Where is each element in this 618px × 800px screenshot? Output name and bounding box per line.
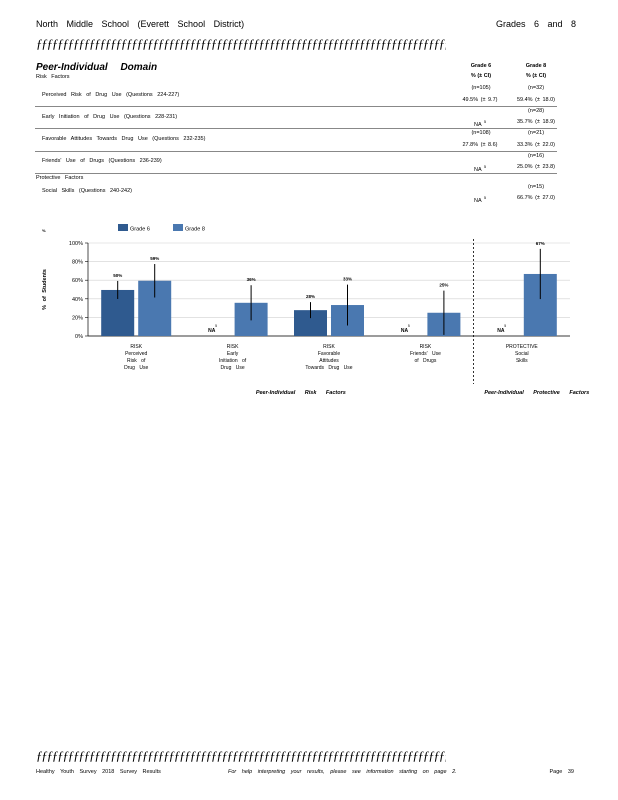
x-tick-label: RISK <box>227 344 239 350</box>
footer-help: For help interpreting your results, plea… <box>228 769 457 775</box>
x-tick-label: Friends' Use <box>410 351 441 357</box>
col-grade8: Grade 8 <box>525 63 547 69</box>
row-value: NA 5 <box>474 195 487 204</box>
risk-factors-label: Risk Factors <box>36 74 70 80</box>
x-tick-label: Perceived <box>125 351 147 357</box>
data-label: 33% <box>343 277 352 282</box>
x-tick-label: of Drugs <box>414 358 436 364</box>
col-grade6-sub: % (± CI) <box>470 73 492 79</box>
x-tick-label: Social <box>515 351 529 357</box>
group-label-protective: Peer-Individual Protective Factors <box>484 390 589 396</box>
row-n: (n=108) <box>471 130 491 136</box>
x-tick-label: Drug Use <box>221 365 245 371</box>
x-tick-label: RISK <box>130 344 142 350</box>
row-value: 27.8% (± 8.6) <box>462 142 498 148</box>
row-value: 49.5% (± 9.7) <box>462 97 498 103</box>
row-value: NA 5 <box>474 119 487 128</box>
legend-swatch <box>173 224 183 231</box>
y-axis-label: % of Students <box>42 269 48 310</box>
x-tick-label: PROTECTIVE <box>506 344 539 350</box>
na-footnote: 5 <box>215 324 217 328</box>
data-label: 50% <box>113 273 122 278</box>
legend-label: Grade 6 <box>130 227 150 233</box>
row-n: (n=28) <box>527 108 545 114</box>
data-label: 25% <box>439 283 448 288</box>
footer-rule: ƒƒƒƒƒƒƒƒƒƒƒƒƒƒƒƒƒƒƒƒƒƒƒƒƒƒƒƒƒƒƒƒƒƒƒƒƒƒƒƒ… <box>36 748 446 763</box>
data-label: 59% <box>150 256 159 261</box>
row-n: (n=16) <box>527 153 545 159</box>
row-n: (n=105) <box>471 85 491 91</box>
data-label: 28% <box>306 294 315 299</box>
na-label: NA <box>401 328 409 334</box>
y-tick-label: 20% <box>72 315 83 321</box>
x-tick-label: RISK <box>323 344 335 350</box>
row-label: Friends' Use of Drugs (Questions 236-239… <box>42 158 162 164</box>
x-tick-label: Attitudes <box>319 358 339 364</box>
group-label-risk: Peer-Individual Risk Factors <box>256 390 346 396</box>
row-n: (n=15) <box>527 184 545 190</box>
x-tick-label: Favorable <box>318 351 340 357</box>
y-tick-label: 100% <box>69 241 83 247</box>
y-tick-label: 80% <box>72 260 83 266</box>
x-tick-label: Initiation of <box>219 358 247 364</box>
row-divider <box>35 128 557 129</box>
row-value: 35.7% (± 18.9) <box>516 119 556 125</box>
legend-swatch <box>118 224 128 231</box>
col-grade8-sub: % (± CI) <box>525 73 547 79</box>
data-label: 67% <box>536 241 545 246</box>
x-tick-label: Early <box>227 351 239 357</box>
divider-rule: ƒƒƒƒƒƒƒƒƒƒƒƒƒƒƒƒƒƒƒƒƒƒƒƒƒƒƒƒƒƒƒƒƒƒƒƒƒƒƒƒ… <box>36 36 446 51</box>
na-label: NA <box>497 328 505 334</box>
protective-factors-label: Protective Factors <box>36 175 84 181</box>
bar-chart: % Grade 6 Grade 8 % of Students 0% 20% 40% 60% 8… <box>42 224 589 396</box>
y-tick-label: 0% <box>75 334 83 340</box>
row-divider <box>35 106 557 107</box>
school-title: North Middle School (Everett School Dist… <box>36 19 245 29</box>
footer-page: Page 39 <box>549 769 575 775</box>
x-tick-label: Drug Use <box>124 365 148 371</box>
legend-marker: % <box>42 228 46 233</box>
data-label: 36% <box>247 277 256 282</box>
row-label: Favorable Attitudes Towards Drug Use (Qu… <box>42 136 206 142</box>
na-footnote: 5 <box>408 324 410 328</box>
x-tick-label: Towards Drug Use <box>305 365 352 371</box>
row-label: Social Skills (Questions 240-242) <box>42 188 133 194</box>
row-label: Early Initiation of Drug Use (Questions … <box>42 114 178 120</box>
row-value: 59.4% (± 18.0) <box>516 97 556 103</box>
x-tick-label: Risk of <box>127 358 146 364</box>
footer-survey: Healthy Youth Survey 2018 Survey Results <box>36 769 161 775</box>
x-tick-label: RISK <box>420 344 432 350</box>
y-tick-label: 40% <box>72 297 83 303</box>
row-divider <box>35 173 557 174</box>
col-grade6: Grade 6 <box>470 63 492 69</box>
row-n: (n=32) <box>527 85 545 91</box>
row-value: NA 5 <box>474 164 487 173</box>
y-tick-label: 60% <box>72 278 83 284</box>
row-divider <box>35 151 557 152</box>
row-value: 33.3% (± 22.0) <box>516 142 556 148</box>
x-tick-label: Skills <box>516 358 528 364</box>
legend-label: Grade 8 <box>185 227 205 233</box>
row-value: 66.7% (± 27.0) <box>516 195 556 201</box>
grades-label: Grades 6 and 8 <box>495 19 576 29</box>
row-label: Perceived Risk of Drug Use (Questions 22… <box>42 92 180 98</box>
row-value: 25.0% (± 23.8) <box>516 164 556 170</box>
na-footnote: 5 <box>504 324 506 328</box>
na-label: NA <box>208 328 216 334</box>
row-n: (n=21) <box>527 130 545 136</box>
domain-title: Peer-Individual Domain <box>36 62 158 73</box>
